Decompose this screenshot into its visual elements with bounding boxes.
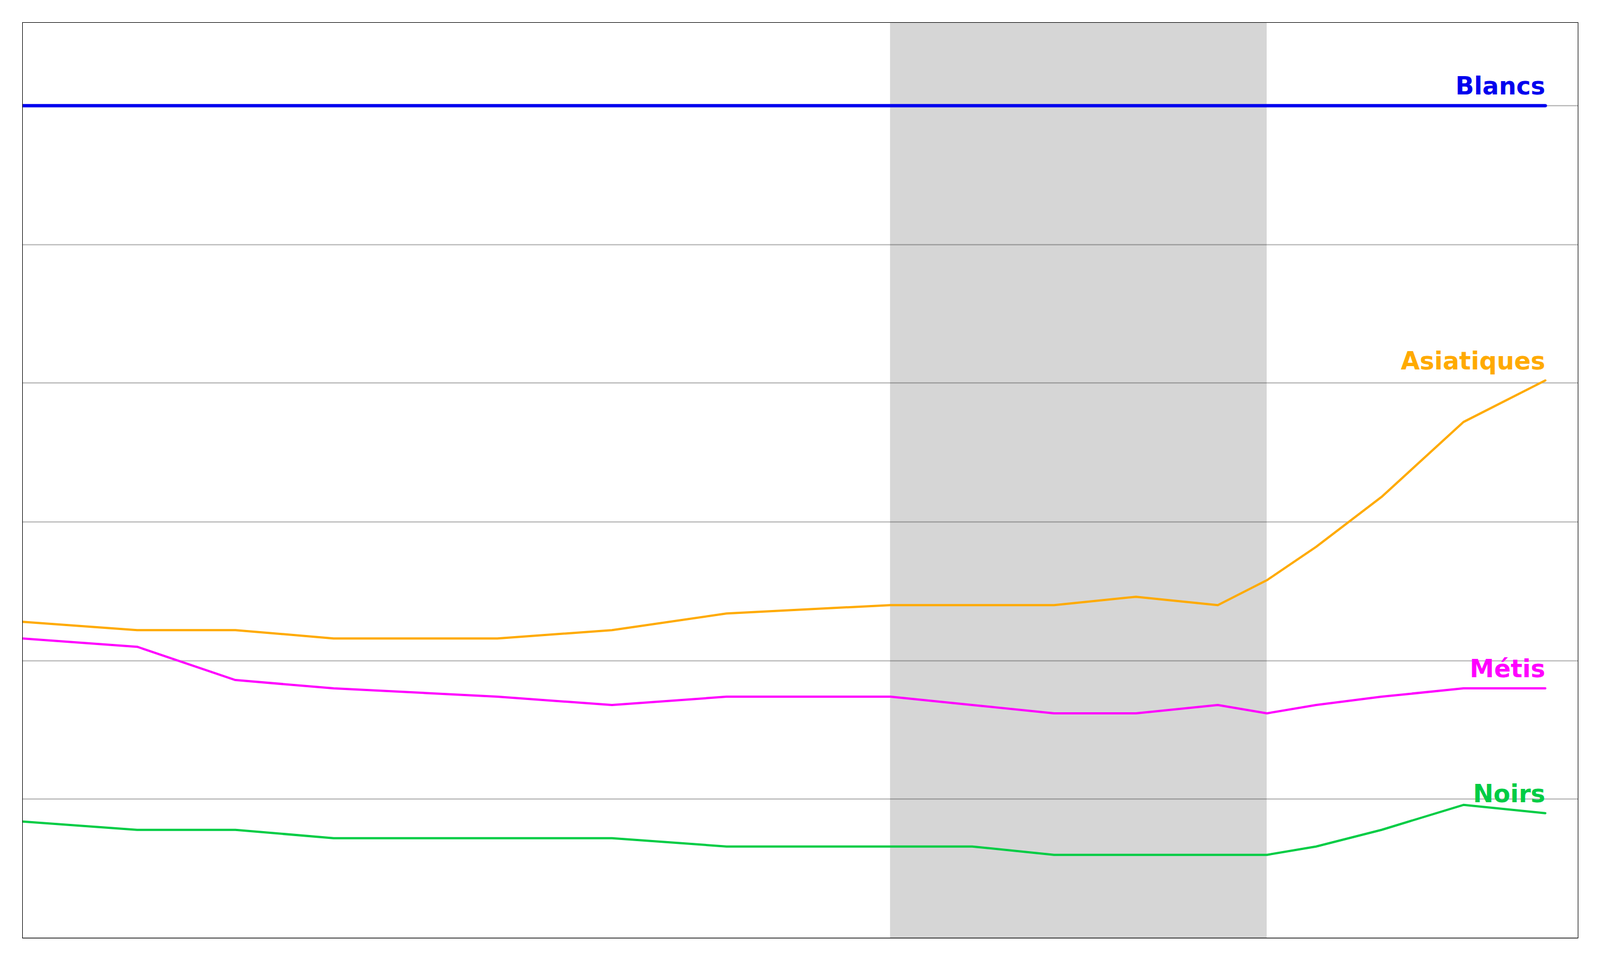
svg-text:Noirs: Noirs	[1473, 779, 1546, 808]
svg-text:Blancs: Blancs	[1455, 71, 1546, 100]
svg-text:Métis: Métis	[1470, 654, 1546, 683]
svg-text:Asiatiques: Asiatiques	[1401, 346, 1546, 375]
